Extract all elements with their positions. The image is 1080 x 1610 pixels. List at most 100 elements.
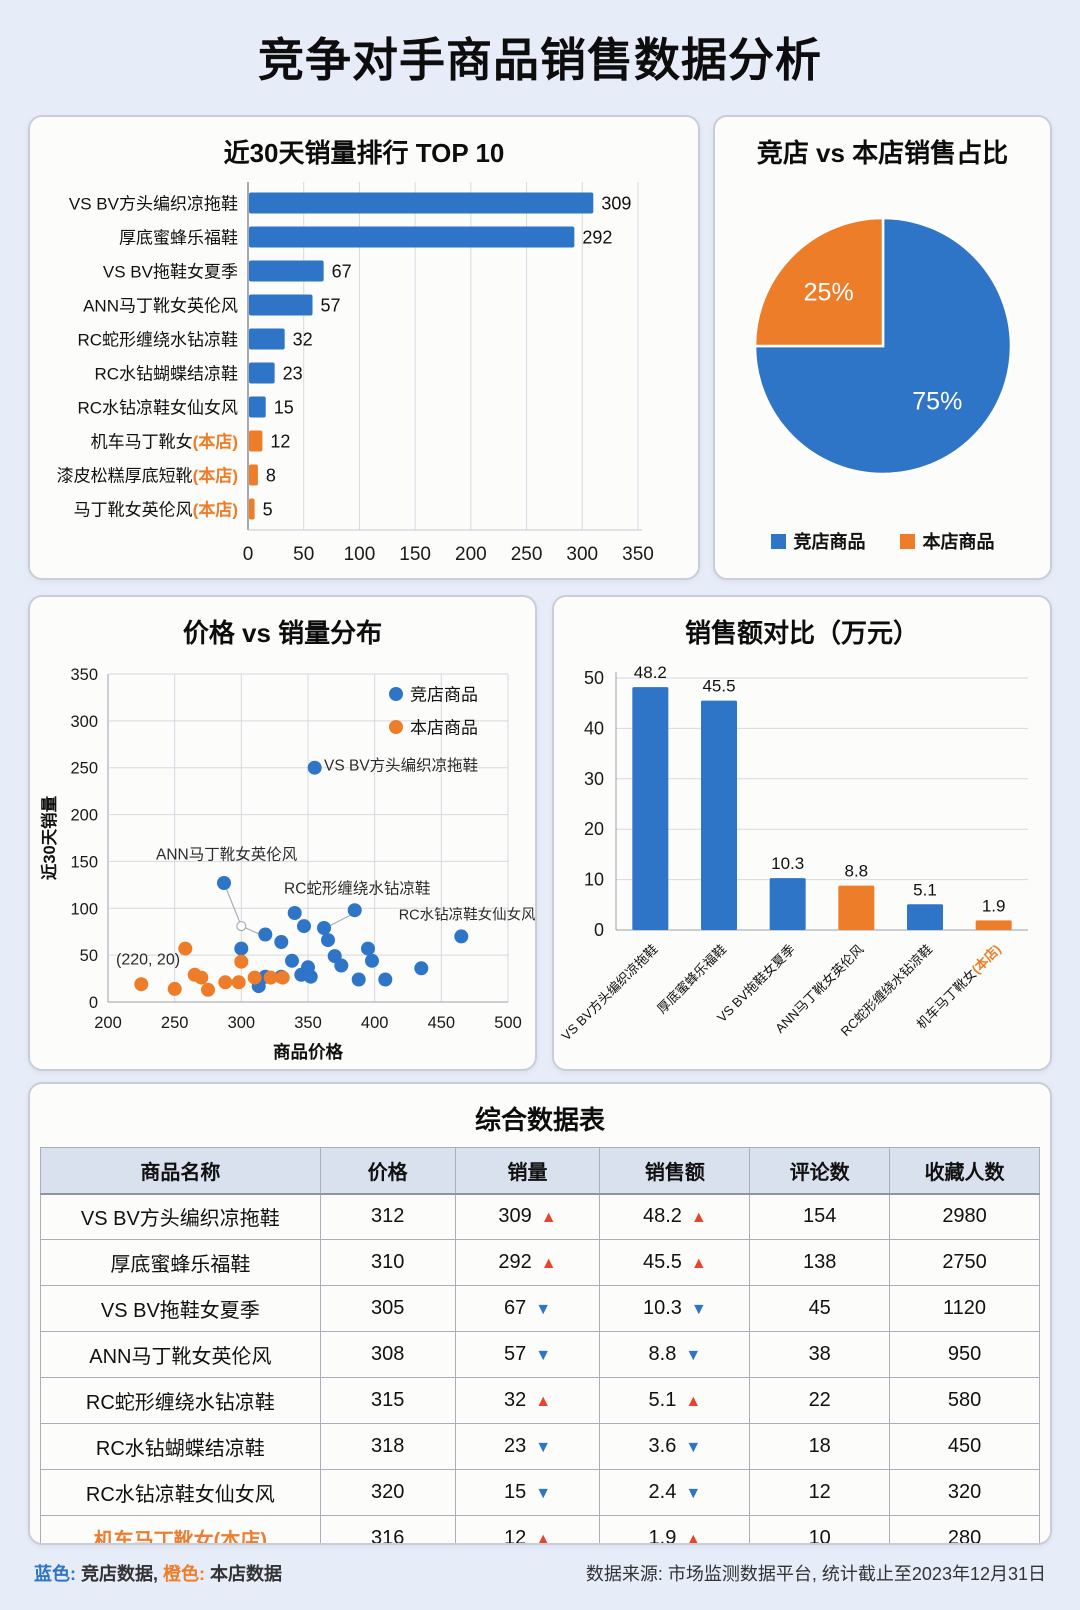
color-legend-part: 本店数据 [205,1564,283,1584]
column-header: 销量 [454,1147,601,1195]
bar [701,700,737,930]
table-title: 综合数据表 [474,1105,605,1135]
bar [249,260,324,282]
panel-revenue-bar: 销售额对比（万元） 0 10 20 30 40 50 48.2 VS BV方头编织凉拖鞋 45.… [552,595,1052,1071]
scatter-point [317,921,331,935]
sales-cell: 57 ▼ [454,1331,601,1378]
column-header: 价格 [319,1147,456,1195]
x-tick-label: 100 [344,544,376,565]
scatter-point [285,953,299,968]
x-tick-label: 50 [293,544,314,565]
bar-value-label: 32 [293,330,313,350]
amount-cell: 2.4 ▼ [599,1469,751,1516]
x-tick-label: 0 [243,544,254,565]
scatter-point [275,970,290,985]
y-tick-label: 20 [584,819,604,839]
bar-value-label: 8.8 [845,862,869,881]
category-label: 马丁靴女英伦风(本店) [74,500,238,520]
bar [769,878,806,930]
data-source-note: 数据来源: 市场监测数据平台, 统计截止至2023年12月31日 [585,1564,1046,1584]
scatter-point [134,977,149,992]
product-name-cell: VS BV方头编织凉拖鞋 [40,1193,321,1240]
point-annotation: RC蛇形缠绕水钻凉鞋 [284,879,430,897]
table-row: ANN马丁靴女英伦风 308 57 ▼ 8.8 ▼ 38 950 [40,1331,1040,1378]
y-axis-title: 近30天销量 [39,795,59,880]
bar-value-label: 5 [263,500,273,520]
x-tick-label: 400 [361,1014,389,1032]
table-row: RC蛇形缠绕水钻凉鞋 315 32 ▲ 5.1 ▲ 22 580 [40,1377,1040,1424]
category-label: 漆皮松糕厚底短靴(本店) [57,466,238,486]
x-axis-title: 商品价格 [273,1042,343,1062]
price-cell: 308 [319,1331,456,1378]
y-tick-label: 300 [70,713,98,731]
legend-label: 本店商品 [922,532,995,552]
bar [249,396,266,418]
bar-value-label: 57 [321,296,341,316]
sales-cell: 12 ▲ [454,1515,601,1543]
reviews-cell: 12 [749,1469,891,1516]
point-annotation: (220, 20) [116,952,180,969]
scatter-point [365,953,379,968]
scatter-point [231,975,246,990]
price-cell: 315 [319,1377,456,1424]
favorites-cell: 450 [889,1423,1040,1470]
sales-cell: 309 ▲ [454,1193,601,1240]
bar [632,687,669,930]
scatter-point [217,876,231,890]
category-label: 厚底蜜蜂乐福鞋 [654,942,729,1017]
product-name-cell: 厚底蜜蜂乐福鞋 [40,1239,321,1286]
reviews-cell: 18 [749,1423,891,1470]
bar [249,226,575,248]
bar [249,192,594,214]
bar-value-label: 5.1 [913,880,937,899]
amount-cell: 45.5 ▲ [599,1239,751,1286]
trend-up-icon: ▲ [685,1393,702,1410]
scatter-point [201,982,215,997]
category-label: 厚底蜜蜂乐福鞋 [119,229,238,248]
trend-down-icon: ▼ [685,1485,702,1502]
pie-slice [753,216,885,348]
bar-value-label: 8 [266,466,276,486]
trend-down-icon: ▼ [535,1439,552,1456]
bar [249,294,313,316]
scatter-point [361,941,375,956]
legend-dot [389,687,403,701]
category-label: 机车马丁靴女(本店) [91,432,238,452]
trend-down-icon: ▼ [685,1439,702,1456]
sales-cell: 32 ▲ [454,1377,601,1424]
bar [249,498,255,520]
y-tick-label: 150 [70,853,98,871]
sales-cell: 292 ▲ [454,1239,601,1286]
price-cell: 318 [319,1423,456,1470]
scatter-point [247,970,262,985]
bar [249,464,258,486]
bar [249,430,263,452]
scatter-point [351,972,366,987]
scatter-point [234,941,249,956]
trend-up-icon: ▲ [540,1209,557,1227]
reviews-cell: 138 [749,1239,891,1286]
scatter-point [454,929,469,944]
share-pie-chart: 75% 25% [753,216,1013,476]
reviews-cell: 154 [749,1193,891,1240]
trend-up-icon: ▲ [540,1255,557,1272]
bar-value-label: 15 [274,398,294,418]
panel-price-sales-scatter: 价格 vs 销量分布 200 250 300 350 400 450 500 0 50 100 15… [28,595,537,1071]
table-row: RC水钻蝴蝶结凉鞋 318 23 ▼ 3.6 ▼ 18 450 [40,1423,1040,1470]
scatter-point [234,954,249,969]
scatter-point [167,981,182,996]
panel-top10-sales-ranking: 近30天销量排行 TOP 10 0 50 100 150 200 250 300 350 309… [28,115,700,580]
price-cell: 320 [319,1469,456,1516]
x-tick-label: 300 [228,1014,256,1032]
price-cell: 305 [319,1285,456,1332]
pie-percent-label: 25% [804,279,854,307]
page-title: 竞争对手商品销售数据分析 [258,34,822,86]
x-tick-label: 350 [294,1014,322,1032]
y-tick-label: 40 [584,718,604,738]
color-legend-note: 蓝色: 竞店数据, 橙色: 本店数据 [34,1560,282,1586]
legend-label: 本店商品 [410,719,478,738]
scatter-point [258,927,273,942]
scatter-point [274,935,289,949]
x-tick-label: 350 [622,544,654,565]
trend-up-icon: ▲ [535,1393,552,1410]
